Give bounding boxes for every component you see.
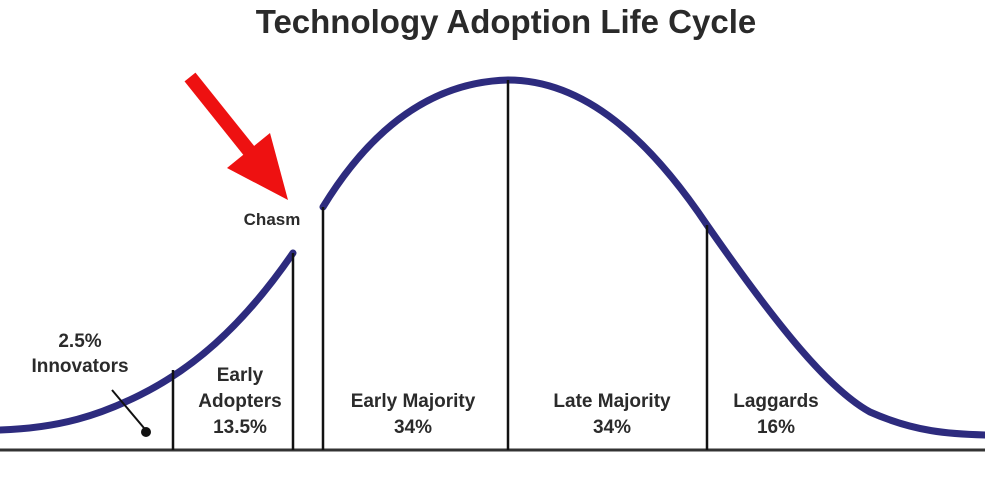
bell-curve-right (319, 76, 985, 439)
segment-late-majority: Late Majority 34% (553, 391, 671, 438)
early-majority-name: Early Majority (351, 391, 476, 412)
innovators-percent: 2.5% (58, 331, 101, 352)
bell-curve-left (0, 249, 297, 434)
innovators-name: Innovators (31, 356, 128, 377)
early-adopters-percent: 13.5% (213, 417, 267, 438)
early-majority-percent: 34% (394, 417, 432, 438)
segment-innovators: 2.5% Innovators (31, 331, 128, 377)
laggards-percent: 16% (757, 417, 795, 438)
innovators-marker-dot (141, 427, 151, 437)
late-majority-percent: 34% (593, 417, 631, 438)
segment-early-adopters: Early Adopters 13.5% (198, 365, 281, 438)
red-arrow-icon (184, 72, 288, 200)
segment-laggards: Laggards 16% (733, 391, 819, 438)
chasm-label: Chasm (244, 210, 301, 229)
early-adopters-name-line1: Early (217, 365, 264, 386)
segment-early-majority: Early Majority 34% (351, 391, 476, 438)
late-majority-name: Late Majority (553, 391, 671, 412)
early-adopters-name-line2: Adopters (198, 391, 281, 412)
innovators-leader-line (111, 389, 145, 429)
laggards-name: Laggards (733, 391, 819, 412)
diagram-title: Technology Adoption Life Cycle (256, 3, 757, 40)
